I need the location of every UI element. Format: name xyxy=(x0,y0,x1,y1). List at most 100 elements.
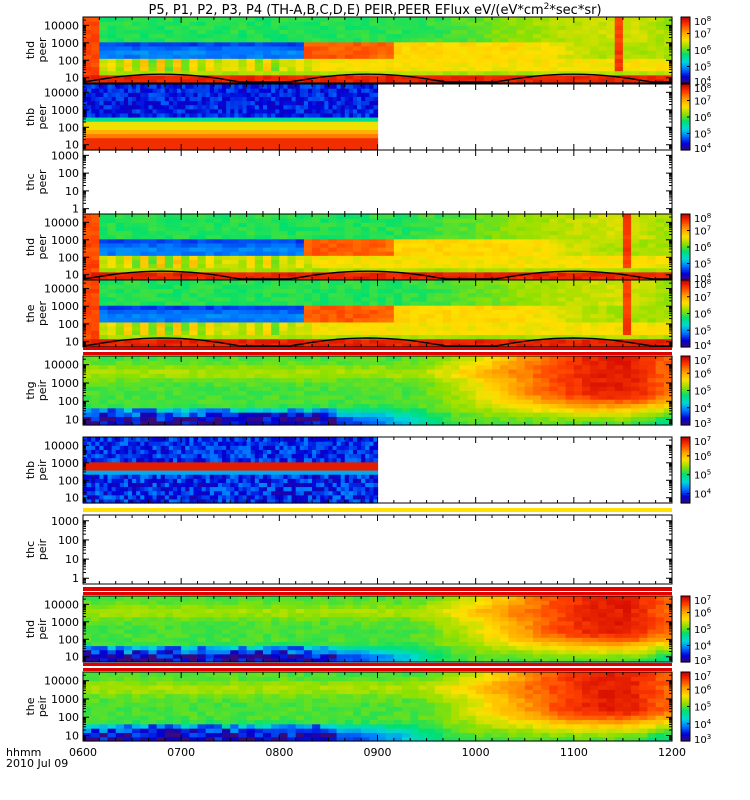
spectrogram-cell xyxy=(500,78,509,84)
spectrogram-cell xyxy=(655,263,665,269)
spectrogram-cell xyxy=(442,25,452,30)
spectrogram-cell xyxy=(217,92,223,97)
spectrogram-cell xyxy=(238,54,248,59)
spectrogram-cell xyxy=(663,218,673,223)
spectrogram-cell xyxy=(344,41,354,47)
spectrogram-cell xyxy=(254,70,264,76)
spectrogram-cell xyxy=(663,267,673,273)
spectrogram-cell xyxy=(328,88,334,93)
spectrogram-cell xyxy=(140,50,150,55)
spectrogram-cell xyxy=(361,284,370,289)
spectrogram-cell xyxy=(291,104,297,110)
spectrogram-cell xyxy=(639,33,649,39)
spectrogram-cell xyxy=(287,41,297,47)
spectrogram-cell xyxy=(369,251,379,256)
spectrogram-cell xyxy=(303,271,313,277)
spectrogram-cell xyxy=(402,284,411,289)
spectrogram-cell xyxy=(663,29,673,35)
spectrogram-cell xyxy=(172,125,178,130)
spectrogram-cell xyxy=(500,214,509,219)
spectrogram-cell xyxy=(91,37,100,43)
spectrogram-cell xyxy=(164,338,174,344)
spectrogram-cell xyxy=(312,317,321,323)
spectrogram-cell xyxy=(99,263,109,269)
spectrogram-cell xyxy=(582,58,591,63)
spectrogram-cell xyxy=(107,112,113,118)
spectrogram-cell xyxy=(222,338,231,344)
spectrogram-cell xyxy=(492,29,501,35)
spectrogram-cell xyxy=(295,214,305,219)
spectrogram-cell xyxy=(295,334,305,340)
spectrogram-cell xyxy=(238,251,248,256)
spectrogram-cell xyxy=(320,25,330,30)
spectrogram-cell xyxy=(181,338,190,344)
spectrogram-cell xyxy=(475,50,485,55)
spectrogram-cell xyxy=(451,321,460,327)
spectrogram-cell xyxy=(377,271,387,277)
spectrogram-cell xyxy=(475,338,485,344)
spectrogram-cell xyxy=(254,33,264,39)
spectrogram-cell xyxy=(402,74,411,80)
spectrogram-cell xyxy=(459,21,469,26)
y-tick-label: 1 xyxy=(72,203,79,216)
spectrogram-cell xyxy=(205,50,215,55)
spectrogram-cell xyxy=(242,96,248,102)
spectrogram-cell xyxy=(516,242,526,248)
spectrogram-cell xyxy=(262,37,272,43)
spectrogram-cell xyxy=(156,96,162,102)
spectrogram-cell xyxy=(373,112,379,118)
spectrogram-cell xyxy=(467,334,477,340)
spectrogram-cell xyxy=(508,214,518,219)
spectrogram-cell xyxy=(303,321,313,327)
spectrogram-cell xyxy=(549,62,559,68)
spectrogram-cell xyxy=(475,45,485,51)
spectrogram-cell xyxy=(156,125,162,130)
spectrogram-cell xyxy=(279,41,289,47)
colorbar-segment xyxy=(681,230,690,233)
spectrogram-cell xyxy=(115,218,125,223)
spectrogram-cell xyxy=(111,88,117,93)
spectrogram-cell xyxy=(217,117,223,122)
spectrogram-cell xyxy=(410,54,419,59)
spectrogram-cell xyxy=(107,313,117,319)
spectrogram-cell xyxy=(123,121,129,126)
spectrogram-cell xyxy=(312,92,317,97)
spectrogram-cell xyxy=(361,45,370,51)
spectrogram-cell xyxy=(262,84,268,89)
spectrogram-cell xyxy=(475,17,485,22)
spectrogram-cell xyxy=(352,88,358,93)
spectrogram-cell xyxy=(181,342,190,348)
spectrogram-cell xyxy=(115,321,125,327)
spectrogram-cell xyxy=(320,62,330,68)
spectrogram-cell xyxy=(287,74,297,80)
spectrogram-cell xyxy=(475,74,485,80)
spectrogram-cell xyxy=(492,21,501,26)
spectrogram-cell xyxy=(140,92,145,97)
spectrogram-cell xyxy=(631,267,640,273)
spectrogram-cell xyxy=(148,133,154,139)
spectrogram-cell xyxy=(508,74,518,80)
colorbar-tick-label: 105 xyxy=(694,61,711,74)
spectrogram-cell xyxy=(647,21,657,26)
spectrogram-cell xyxy=(377,251,387,256)
spectrogram-cell xyxy=(303,66,313,72)
spectrogram-cell xyxy=(213,330,223,336)
colorbar-segment xyxy=(681,51,690,54)
spectrogram-cell xyxy=(99,117,105,122)
spectrogram-cell xyxy=(492,62,501,68)
spectrogram-cell xyxy=(83,37,92,43)
spectrogram-cell xyxy=(226,96,231,102)
spectrogram-cell xyxy=(230,222,240,227)
spectrogram-cell xyxy=(442,288,452,294)
spectrogram-cell xyxy=(250,84,256,89)
spectrogram-cell xyxy=(230,288,240,294)
spectrogram-cell xyxy=(598,259,608,265)
spectrogram-cell xyxy=(549,66,559,72)
spectrogram-cell xyxy=(160,129,166,135)
spectrogram-cell xyxy=(344,214,354,219)
spectrogram-cell xyxy=(500,41,509,47)
spectrogram-cell xyxy=(418,296,428,302)
spectrogram-cell xyxy=(369,321,379,327)
spectrogram-cell xyxy=(132,84,137,89)
spectrogram-cell xyxy=(393,74,403,80)
